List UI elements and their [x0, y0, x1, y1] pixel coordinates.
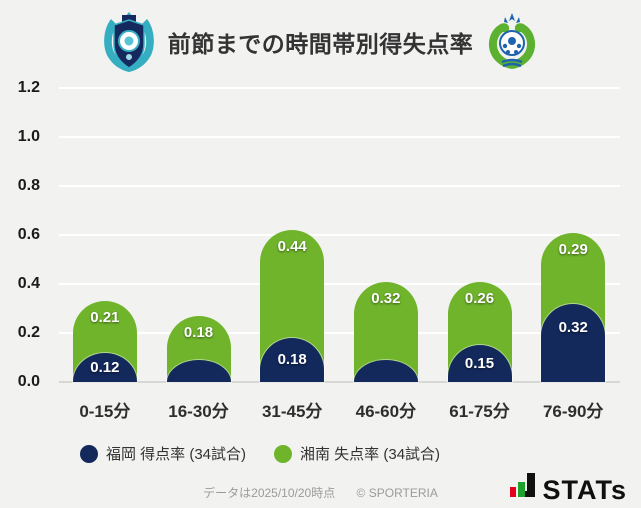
gridline: [59, 332, 620, 334]
y-tick-label: 1.2: [17, 79, 40, 96]
data-timestamp: データは2025/10/20時点: [203, 486, 336, 500]
legend-item: 福岡 得点率 (34試合): [80, 443, 246, 464]
y-tick-label: 0.0: [17, 373, 40, 390]
bar-value-label-fukuoka: 0.15: [464, 354, 495, 372]
x-axis-line: [59, 381, 620, 383]
page-title: 前節までの時間帯別得失点率: [167, 31, 474, 57]
legend-label: 福岡 得点率 (34試合): [106, 446, 247, 463]
bar-value-label-fukuoka: 0.32: [558, 319, 588, 336]
bar-fukuoka-scored: [166, 360, 231, 382]
copyright: © SPORTERIA: [356, 486, 438, 500]
gridline: [59, 234, 620, 236]
y-axis: 0.0 0.2 0.4 0.6 0.8 1.0 1.2: [0, 79, 40, 390]
bar-value-label-shonan: 0.26: [464, 290, 495, 307]
legend-swatch-icon: [80, 444, 98, 463]
bar-value-label-fukuoka: 0.12: [90, 358, 120, 376]
gridline: [59, 136, 620, 138]
plot-area: 0.21 0.12 0.18 0.44 0.18 0.32 0.26 0.15 0.29 0.32: [58, 87, 620, 383]
x-tick-label: 61-75分: [449, 402, 510, 421]
y-tick-label: 1.0: [17, 128, 40, 145]
y-tick-label: 0.6: [17, 226, 40, 243]
bar-column: 0.26 0.15: [433, 88, 527, 382]
legend-swatch-icon: [274, 444, 293, 463]
bar-value-label-shonan: 0.29: [558, 241, 588, 258]
x-axis: 0-15分 16-30分 31-45分 46-60分 61-75分 76-90分: [58, 397, 620, 421]
bar-column: 0.44 0.18: [245, 88, 339, 382]
bar-column: 0.32: [339, 88, 433, 382]
bar-fukuoka-scored: [260, 338, 325, 382]
bar-columns: 0.21 0.12 0.18 0.44 0.18 0.32 0.26 0.15 0.29 0.32: [58, 88, 620, 382]
gridline: [59, 185, 620, 187]
bar-column: 0.18: [152, 88, 246, 382]
x-tick-label: 46-60分: [355, 402, 417, 421]
footer-note: データは2025/10/20時点 © SPORTERIA: [0, 484, 641, 501]
bar-column: 0.21 0.12: [58, 88, 152, 382]
avispa-fukuoka-logo-icon: [102, 12, 156, 72]
legend-item: 湘南 失点率 (34試合): [274, 443, 440, 464]
chart: 0.0 0.2 0.4 0.6 0.8 1.0 1.2 0.21 0.12 0.18 0.44 0.…: [0, 79, 641, 390]
bar-value-label-shonan: 0.32: [371, 290, 401, 307]
bar-value-label-fukuoka: 0.18: [277, 351, 307, 368]
bar-fukuoka-scored: [541, 304, 606, 382]
bar-value-label-shonan: 0.44: [277, 238, 307, 255]
x-tick-label: 16-30分: [168, 402, 229, 421]
legend: 福岡 得点率 (34試合) 湘南 失点率 (34試合): [80, 443, 440, 464]
x-tick-label: 31-45分: [261, 402, 323, 421]
stats-logo: STATs: [508, 469, 628, 504]
bar-column: 0.29 0.32: [526, 88, 620, 382]
x-tick-label: 0-15分: [79, 402, 131, 421]
bar-value-label-shonan: 0.21: [90, 309, 120, 326]
shonan-bellmare-logo-icon: [485, 12, 539, 72]
legend-label: 湘南 失点率 (34試合): [300, 446, 441, 463]
x-tick-label: 76-90分: [542, 402, 604, 421]
brand-text: STATs: [542, 475, 627, 505]
y-tick-label: 0.8: [17, 177, 40, 194]
header: 前節までの時間帯別得失点率: [0, 10, 641, 74]
y-tick-label: 0.4: [17, 275, 40, 292]
stats-bars-icon: [508, 469, 538, 504]
bar-fukuoka-scored: [353, 360, 418, 382]
bar-value-label-shonan: 0.18: [183, 324, 214, 341]
gridline: [59, 283, 620, 285]
gridline: [59, 87, 620, 89]
y-tick-label: 0.2: [17, 324, 40, 341]
